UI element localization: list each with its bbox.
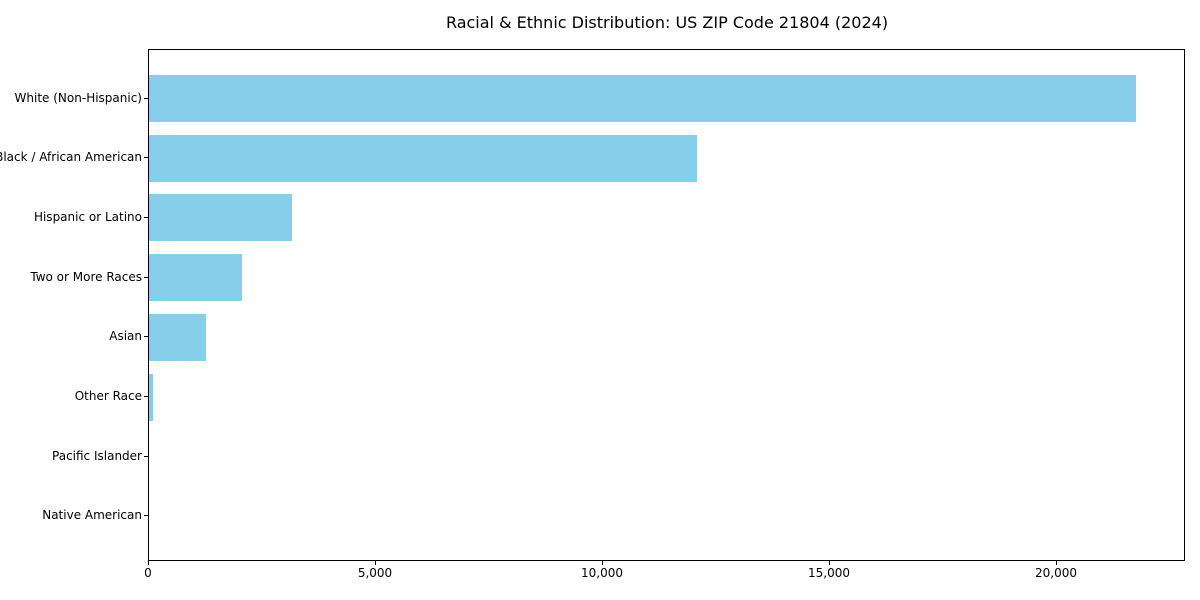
x-axis-tick (1056, 561, 1057, 565)
x-tick-label: 15,000 (808, 566, 850, 580)
x-tick-label: 20,000 (1035, 566, 1077, 580)
y-axis-tick (144, 98, 148, 99)
y-tick-label: Black / African American (0, 150, 142, 164)
y-axis-tick (144, 396, 148, 397)
y-axis-tick (144, 456, 148, 457)
y-axis-tick (144, 336, 148, 337)
bar-white-non-hispanic (149, 75, 1136, 122)
y-axis-tick (144, 157, 148, 158)
bar-hispanic-or-latino (149, 194, 292, 242)
bar-two-or-more-races (149, 254, 242, 302)
bar-black-african-american (149, 134, 697, 182)
y-tick-label: Hispanic or Latino (33, 210, 142, 224)
y-axis-tick (144, 277, 148, 278)
chart-title: Racial & Ethnic Distribution: US ZIP Cod… (445, 13, 889, 32)
x-tick-label: 10,000 (581, 566, 623, 580)
y-tick-label: Pacific Islander (52, 449, 142, 463)
y-axis-tick (144, 515, 148, 516)
x-axis-tick (602, 561, 603, 565)
x-axis-tick (375, 561, 376, 565)
x-axis-tick (148, 561, 149, 565)
y-tick-label: Asian (109, 329, 142, 343)
plot-area (148, 49, 1185, 561)
bar-asian (149, 313, 206, 361)
x-tick-label: 5,000 (357, 566, 393, 580)
y-tick-label: Other Race (74, 389, 142, 403)
bar-other-race (149, 373, 153, 421)
y-tick-label: Two or More Races (30, 270, 142, 284)
x-axis-tick (829, 561, 830, 565)
y-axis-tick (144, 217, 148, 218)
y-tick-label: Native American (42, 508, 142, 522)
x-tick-label: 0 (144, 566, 152, 580)
y-tick-label: White (Non-Hispanic) (14, 91, 142, 105)
